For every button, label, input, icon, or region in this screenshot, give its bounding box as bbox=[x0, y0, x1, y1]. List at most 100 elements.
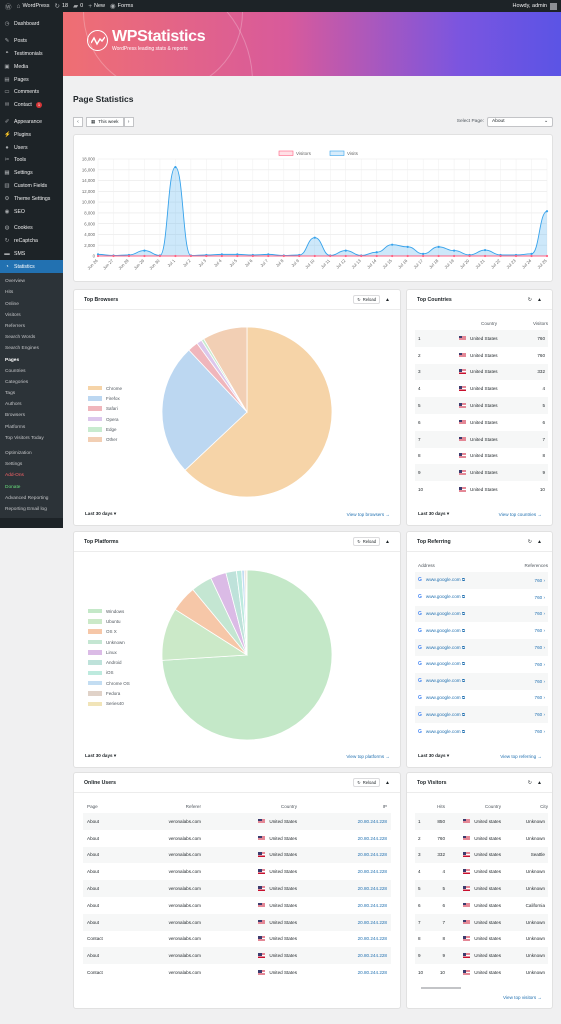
ip-link[interactable]: 20.80.244.228 bbox=[357, 835, 387, 841]
data-point-visitors[interactable] bbox=[251, 254, 254, 258]
reload-icon[interactable]: ↻ bbox=[527, 296, 533, 303]
references-link[interactable]: 760 › bbox=[506, 690, 548, 707]
submenu-item-countries[interactable]: Countries bbox=[5, 368, 26, 374]
references-link[interactable]: 760 › bbox=[505, 572, 548, 589]
submenu-item-visitors[interactable]: Visitors bbox=[5, 312, 21, 318]
data-point-visits[interactable] bbox=[143, 249, 146, 252]
references-link[interactable]: 760 › bbox=[506, 656, 548, 673]
data-point-visitors[interactable] bbox=[158, 254, 162, 258]
references-link[interactable]: 760 › bbox=[505, 706, 548, 724]
submenu-item-categories[interactable]: Categories bbox=[5, 379, 29, 385]
legend-item-safari[interactable]: Safari bbox=[88, 404, 122, 414]
references-link[interactable]: 760 › bbox=[506, 622, 548, 639]
site-name-link[interactable]: ⌂ WordPress bbox=[17, 3, 50, 10]
legend-item-windows[interactable]: Windows bbox=[88, 606, 130, 616]
submenu-item-donate[interactable]: Donate bbox=[5, 484, 21, 490]
reload-button[interactable]: ↻ Reload bbox=[353, 537, 381, 546]
data-point-visitors[interactable] bbox=[282, 254, 285, 258]
legend-item-android[interactable]: Android bbox=[88, 657, 130, 667]
sidebar-item-pages[interactable]: ▤ Pages bbox=[0, 73, 63, 86]
view-top-referring-link[interactable]: View top referring → bbox=[500, 753, 542, 759]
data-point-visitors[interactable] bbox=[375, 254, 378, 258]
data-point-visitors[interactable] bbox=[530, 254, 533, 258]
ip-link[interactable]: 20.80.244.228 bbox=[297, 813, 391, 830]
view-top-visitors-link[interactable]: View top visitors → bbox=[503, 995, 542, 1000]
view-top-platforms-link[interactable]: View top platforms → bbox=[346, 753, 390, 759]
data-point-visits[interactable] bbox=[220, 253, 223, 256]
reload-icon[interactable]: ↻ bbox=[527, 779, 533, 786]
data-point-visits[interactable] bbox=[545, 210, 549, 213]
legend-item-firefox[interactable]: Firefox bbox=[88, 393, 122, 403]
sidebar-item-comments[interactable]: ▭ Comments bbox=[0, 86, 63, 99]
data-point-visitors[interactable] bbox=[329, 254, 332, 258]
account-menu[interactable]: Howdy, admin bbox=[513, 2, 557, 10]
next-range-button[interactable]: › bbox=[123, 116, 134, 127]
legend-item-chrome-os[interactable]: Chrome OS bbox=[88, 678, 130, 688]
pie-slice-chrome[interactable] bbox=[184, 326, 333, 498]
submenu-item-advanced-reporting[interactable]: Advanced Reporting bbox=[5, 495, 49, 501]
references-link[interactable]: 760 › bbox=[505, 605, 548, 623]
data-point-visits[interactable] bbox=[267, 253, 270, 256]
pie-slice-series40[interactable] bbox=[245, 569, 248, 656]
forms-link[interactable]: ◉ Forms bbox=[110, 2, 133, 10]
data-point-visitors[interactable] bbox=[267, 254, 270, 258]
ip-link[interactable]: 20.80.244.228 bbox=[297, 846, 391, 864]
data-point-visits[interactable] bbox=[406, 245, 409, 248]
sidebar-item-appearance[interactable]: ✐ Appearance bbox=[0, 116, 63, 129]
data-point-visits[interactable] bbox=[344, 249, 347, 252]
submenu-item-authors[interactable]: Authors bbox=[5, 402, 22, 408]
submenu-item-optimization[interactable]: Optimization bbox=[5, 451, 32, 457]
data-point-visits[interactable] bbox=[453, 249, 456, 252]
legend-item-unknown[interactable]: Unknown bbox=[88, 637, 130, 647]
sidebar-item-testimonials[interactable]: ❝ Testimonials bbox=[0, 48, 63, 61]
ip-link[interactable]: 20.80.244.228 bbox=[357, 869, 387, 875]
sidebar-item-users[interactable]: ● Users bbox=[0, 141, 63, 154]
ip-link[interactable]: 20.80.244.228 bbox=[297, 947, 391, 965]
legend-item-ubuntu[interactable]: Ubuntu bbox=[88, 616, 130, 626]
submenu-item-browsers[interactable]: Browsers bbox=[5, 413, 25, 419]
submenu-item-hits[interactable]: Hits bbox=[5, 290, 14, 296]
data-point-visitors[interactable] bbox=[514, 254, 518, 258]
referrer-link[interactable]: www.google.com bbox=[425, 644, 461, 650]
submenu-item-pages[interactable]: Pages bbox=[5, 357, 20, 363]
period-select[interactable]: Last 30 days ▾ bbox=[85, 511, 117, 516]
view-top-browsers-link[interactable]: View top browsers → bbox=[346, 511, 390, 517]
collapse-toggle-icon[interactable]: ▲ bbox=[537, 538, 542, 545]
data-point-visits[interactable] bbox=[530, 252, 533, 255]
referrer-link[interactable]: www.google.com bbox=[425, 711, 461, 717]
submenu-item-reporting-email-log[interactable]: Reporting Email log bbox=[5, 506, 47, 512]
referrer-link[interactable]: www.google.com bbox=[425, 678, 461, 684]
period-select[interactable]: Last 30 days ▾ bbox=[418, 753, 450, 758]
references-link[interactable]: 760 › bbox=[505, 639, 548, 656]
ip-link[interactable]: 20.80.244.228 bbox=[357, 936, 387, 942]
submenu-item-online[interactable]: Online bbox=[5, 301, 19, 307]
sidebar-item-posts[interactable]: ✎ Posts bbox=[0, 35, 63, 48]
legend-item-edge[interactable]: Edge bbox=[88, 424, 122, 434]
sidebar-item-custom-fields[interactable]: ▥ Custom Fields bbox=[0, 180, 63, 193]
data-point-visitors[interactable] bbox=[391, 254, 394, 258]
legend-item-other[interactable]: Other bbox=[88, 434, 122, 444]
data-point-visitors[interactable] bbox=[545, 254, 549, 258]
data-point-visits[interactable] bbox=[422, 252, 425, 255]
updates-link[interactable]: ↻ 18 bbox=[55, 2, 69, 10]
collapse-toggle-icon[interactable]: ▲ bbox=[537, 296, 542, 303]
data-point-visits[interactable] bbox=[313, 236, 316, 239]
data-point-visits[interactable] bbox=[236, 253, 239, 256]
data-point-visitors[interactable] bbox=[174, 254, 177, 258]
sidebar-item-cookies[interactable]: ◍ Cookies bbox=[0, 222, 63, 235]
sidebar-item-dashboard[interactable]: ◷ Dashboard bbox=[0, 18, 63, 31]
sidebar-item-sms[interactable]: ▬ SMS bbox=[0, 248, 63, 261]
collapse-toggle-icon[interactable]: ▲ bbox=[385, 779, 390, 786]
collapse-toggle-icon[interactable]: ▲ bbox=[385, 538, 390, 545]
ip-link[interactable]: 20.80.244.228 bbox=[357, 970, 387, 976]
new-content-link[interactable]: + New bbox=[88, 3, 105, 10]
legend-item-chrome[interactable]: Chrome bbox=[88, 383, 122, 393]
data-point-visits[interactable] bbox=[174, 165, 177, 169]
horizontal-scrollbar[interactable] bbox=[421, 987, 461, 989]
data-point-visitors[interactable] bbox=[483, 254, 487, 258]
page-select[interactable]: About ⌄ bbox=[487, 116, 553, 127]
ip-link[interactable]: 20.80.244.228 bbox=[357, 902, 387, 908]
submenu-item-platforms[interactable]: Platforms bbox=[5, 424, 26, 430]
references-link[interactable]: 760 › bbox=[506, 589, 548, 606]
date-range-picker[interactable]: ▦ This week bbox=[86, 116, 124, 127]
